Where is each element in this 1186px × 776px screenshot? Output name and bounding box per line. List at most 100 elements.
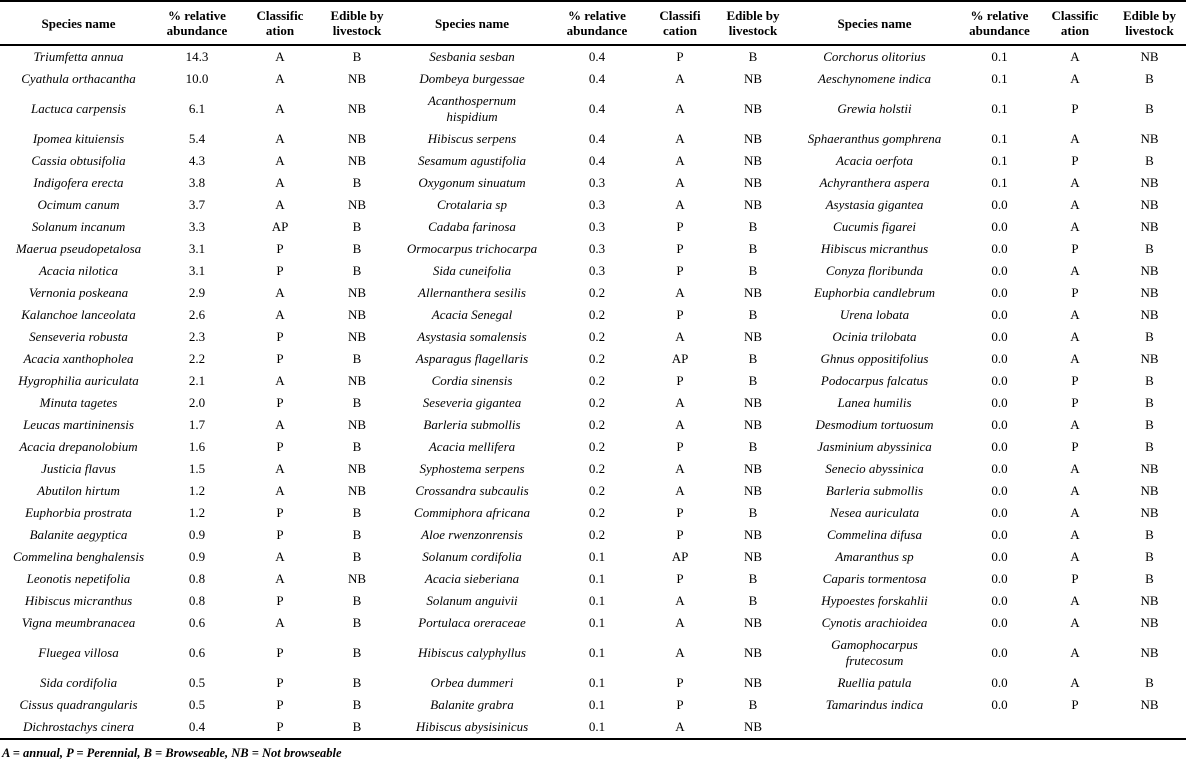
species-cell: Balanite grabra <box>430 697 514 712</box>
header-species-name-1: Species name <box>0 1 157 46</box>
classification-cell: A <box>275 373 285 388</box>
species-cell: Achyranthera aspera <box>819 175 930 190</box>
abundance-cell: 10.0 <box>185 71 209 86</box>
species-cell: Commelina difusa <box>827 527 922 542</box>
species-cell: Acacia oerfota <box>836 153 913 168</box>
abundance-cell: 0.6 <box>188 645 206 660</box>
abundance-cell: 2.1 <box>188 373 206 388</box>
header-line: ation <box>265 23 295 38</box>
classification-cell: A <box>275 285 285 300</box>
edible-cell: B <box>352 505 362 520</box>
abundance-cell: 0.0 <box>991 439 1008 454</box>
abundance-cell: 0.0 <box>991 395 1008 410</box>
edible-cell: NB <box>743 131 763 146</box>
abundance-cell: 0.5 <box>188 675 206 690</box>
header-line: abundance <box>166 23 228 38</box>
species-table-body: Triumfetta annua 14.3 A B Sesbania sesban 0.4… <box>0 45 1186 739</box>
abundance-cell: 0.2 <box>588 329 606 344</box>
abundance-cell: 0.4 <box>588 153 606 168</box>
classification-cell: A <box>1070 49 1080 64</box>
species-cell: Minuta tagetes <box>39 395 118 410</box>
edible-cell: NB <box>743 483 763 498</box>
table-row: Leonotis nepetifolia 0.8 A NB Acacia sieberi… <box>0 568 1186 590</box>
abundance-cell: 0.8 <box>188 571 206 586</box>
abundance-cell: 0.0 <box>991 549 1008 564</box>
edible-cell: NB <box>1140 219 1159 234</box>
abundance-cell: 0.2 <box>588 505 606 520</box>
species-cell: Acacia sieberiana <box>424 571 520 586</box>
species-cell: Sida cordifolia <box>39 675 118 690</box>
classification-cell: A <box>275 615 285 630</box>
edible-cell: NB <box>347 417 367 432</box>
edible-cell: NB <box>1140 263 1159 278</box>
classification-cell: A <box>275 175 285 190</box>
species-cell: Corchorus olitorius <box>823 49 926 64</box>
species-cell: Jasminium abyssinica <box>817 439 932 454</box>
species-cell: Allernanthera sesilis <box>418 285 526 300</box>
edible-cell <box>1113 716 1186 739</box>
species-cell: Commiphora africana <box>414 505 530 520</box>
header-line: Edible by <box>726 8 780 23</box>
table-row: Cyathula orthacantha 10.0 A NB Dombeya burge… <box>0 68 1186 90</box>
table-row: Sida cordifolia 0.5 P B Orbea dummeri 0.1 P NB R… <box>0 672 1186 694</box>
species-cell: Sida cuneifolia <box>432 263 512 278</box>
edible-cell: B <box>352 439 362 454</box>
species-cell: Abutilon hirtum <box>37 483 120 498</box>
classification-cell: A <box>675 483 685 498</box>
edible-cell: NB <box>743 153 763 168</box>
species-cell: Sphaeranthus gomphrena <box>807 131 942 146</box>
abundance-cell: 0.3 <box>588 197 606 212</box>
abundance-cell: 0.8 <box>188 593 206 608</box>
abundance-cell: 0.1 <box>588 571 606 586</box>
table-row: Lactuca carpensis 6.1 A NB Acanthospernum hi… <box>0 90 1186 128</box>
species-cell: Cynotis arachioidea <box>821 615 928 630</box>
classification-cell: AP <box>671 549 689 564</box>
classification-cell: AP <box>271 219 289 234</box>
abundance-cell: 0.4 <box>588 71 606 86</box>
species-cell: Cucumis figarei <box>833 219 916 234</box>
table-footnote: A = annual, P = Perennial, B = Browseabl… <box>2 746 342 760</box>
header-edible-by-livestock-2: Edible by livestock <box>719 1 787 46</box>
edible-cell: B <box>1145 373 1154 388</box>
classification-cell: A <box>1070 505 1080 520</box>
edible-cell: B <box>748 351 758 366</box>
abundance-cell <box>962 716 1037 739</box>
edible-cell: NB <box>743 197 763 212</box>
species-cell: Acacia Senegal <box>431 307 513 322</box>
table-row: Indigofera erecta 3.8 A B Oxygonum sinuatum 0… <box>0 172 1186 194</box>
abundance-cell: 0.0 <box>991 219 1008 234</box>
abundance-cell: 0.0 <box>991 263 1008 278</box>
classification-cell: A <box>1070 417 1080 432</box>
species-cell: Barleria submollis <box>423 417 521 432</box>
abundance-cell: 0.1 <box>588 549 606 564</box>
edible-cell: B <box>352 219 362 234</box>
edible-cell: NB <box>1140 307 1159 322</box>
abundance-cell: 0.0 <box>991 593 1008 608</box>
edible-cell: NB <box>743 329 763 344</box>
edible-cell: NB <box>743 285 763 300</box>
abundance-cell: 0.5 <box>188 697 206 712</box>
classification-cell: A <box>1070 197 1080 212</box>
classification-cell: A <box>675 285 685 300</box>
edible-cell: B <box>1145 417 1154 432</box>
abundance-cell: 0.2 <box>588 373 606 388</box>
species-cell: Portulaca oreraceae <box>418 615 526 630</box>
edible-cell: NB <box>743 675 763 690</box>
abundance-cell: 14.3 <box>185 49 209 64</box>
classification-cell: P <box>276 645 284 660</box>
classification-cell: A <box>275 49 285 64</box>
classification-cell: P <box>276 527 284 542</box>
species-cell: Fluegea villosa <box>38 645 119 660</box>
classification-cell: A <box>1070 71 1080 86</box>
species-cell: Seseveria gigantea <box>422 395 522 410</box>
classification-cell: A <box>675 461 685 476</box>
edible-cell: B <box>748 241 758 256</box>
abundance-cell: 2.2 <box>188 351 206 366</box>
species-cell: Hibiscus calyphyllus <box>418 645 526 660</box>
edible-cell: B <box>748 505 758 520</box>
abundance-cell: 0.1 <box>991 101 1008 116</box>
table-row: Acacia nilotica 3.1 P B Sida cuneifolia 0.3 P B… <box>0 260 1186 282</box>
abundance-cell: 2.9 <box>188 285 206 300</box>
species-cell: Senseveria robusta <box>29 329 128 344</box>
